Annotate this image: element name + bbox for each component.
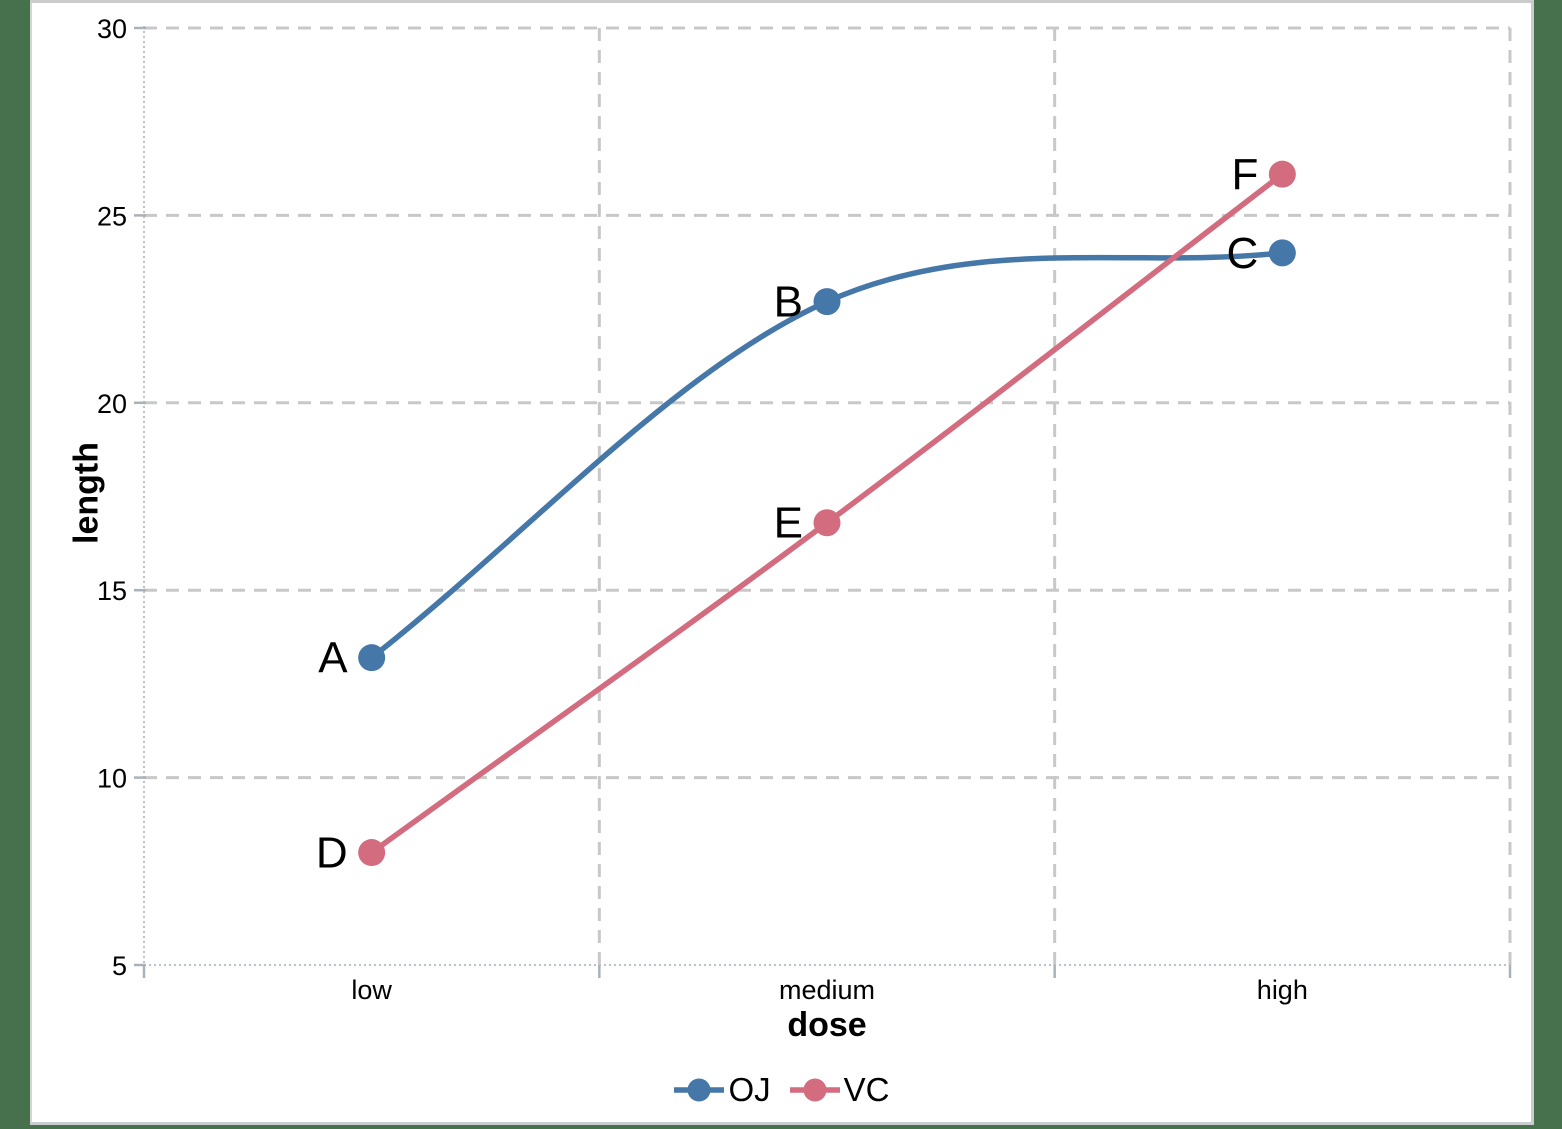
- y-tick-label: 30: [97, 14, 127, 44]
- x-tick-label: medium: [779, 975, 875, 1005]
- data-point-E: [813, 509, 841, 537]
- data-point-A: [358, 644, 386, 672]
- x-tick-label: high: [1257, 975, 1308, 1005]
- x-axis-title: dose: [787, 1006, 867, 1044]
- legend-marker-oj-icon: [674, 1078, 725, 1102]
- legend-marker-vc-icon: [789, 1078, 840, 1102]
- x-tick-label: low: [351, 975, 392, 1005]
- data-point-D: [358, 839, 386, 867]
- point-label-C: C: [1227, 229, 1259, 278]
- y-tick-label: 5: [112, 951, 127, 981]
- y-tick-label: 20: [97, 389, 127, 419]
- y-tick-label: 25: [97, 201, 127, 231]
- point-label-B: B: [774, 278, 803, 327]
- chart-canvas: 5 10 15 20 25 30 low medium high A B C D E F: [97, 14, 1512, 1005]
- legend-item-vc: VC: [789, 1071, 890, 1109]
- legend-label-oj: OJ: [728, 1071, 771, 1108]
- data-point-B: [813, 288, 841, 316]
- y-tick-label: 15: [97, 576, 127, 606]
- legend-item-oj: OJ: [673, 1071, 771, 1109]
- legend-label-vc: VC: [843, 1071, 890, 1108]
- data-point-F: [1268, 160, 1296, 188]
- y-tick-label: 10: [97, 764, 127, 794]
- chart-page: 5 10 15 20 25 30 low medium high A B C D E F length do…: [30, 0, 1534, 1125]
- y-axis-title: length: [67, 442, 106, 544]
- point-label-E: E: [774, 499, 803, 548]
- legend: OJ VC: [32, 1071, 1531, 1109]
- data-point-C: [1268, 239, 1296, 267]
- point-label-A: A: [318, 634, 348, 683]
- point-label-D: D: [316, 829, 348, 878]
- point-label-F: F: [1231, 150, 1258, 199]
